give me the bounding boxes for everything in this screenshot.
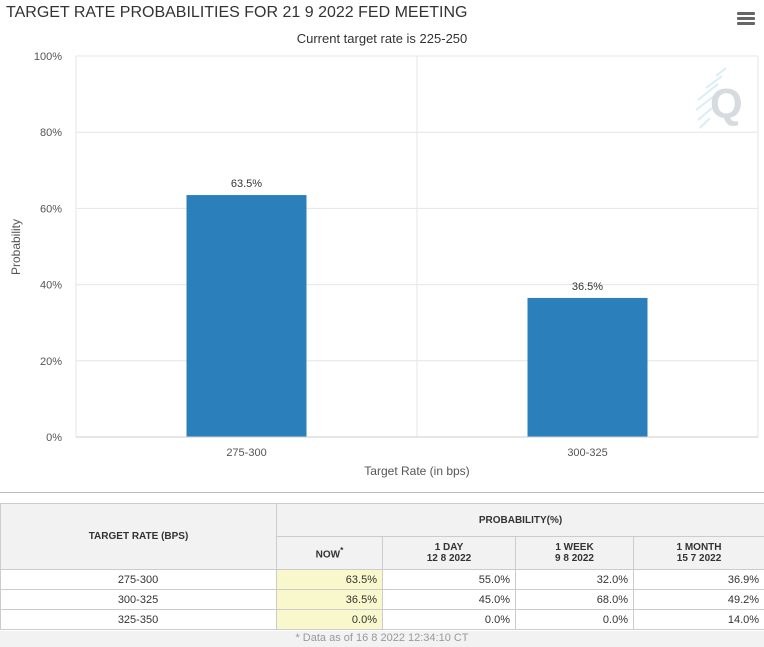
table-row: 300-325 36.5% 45.0% 68.0% 49.2% xyxy=(0,589,764,610)
day-cell: 0.0% xyxy=(382,609,516,630)
rate-cell: 300-325 xyxy=(0,589,277,610)
y-tick-label: 80% xyxy=(40,127,62,139)
week-cell: 32.0% xyxy=(515,569,634,590)
probability-table: TARGET RATE (BPS) PROBABILITY(%) NOW* 1 … xyxy=(0,503,764,630)
now-cell: 0.0% xyxy=(276,609,383,630)
col-1month-header: 1 MONTH 15 7 2022 xyxy=(632,536,764,570)
day-cell: 45.0% xyxy=(382,589,516,610)
col-1day-header: 1 DAY 12 8 2022 xyxy=(382,536,516,570)
target-rate-header: TARGET RATE (BPS) xyxy=(0,503,277,570)
data-timestamp-footnote: * Data as of 16 8 2022 12:34:10 CT xyxy=(0,631,764,647)
bar-data-label: 63.5% xyxy=(231,178,262,190)
now-cell: 63.5% xyxy=(276,569,383,590)
week-cell: 0.0% xyxy=(515,609,634,630)
divider xyxy=(0,492,764,493)
col-1week-header: 1 WEEK 9 8 2022 xyxy=(515,536,634,570)
now-cell: 36.5% xyxy=(276,589,383,610)
q-logo-icon: Q xyxy=(695,67,743,129)
rate-cell: 275-300 xyxy=(0,569,277,590)
y-axis-ticks: 0% 20% 40% 60% 80% 100% xyxy=(34,51,62,444)
y-tick-label: 60% xyxy=(40,203,62,215)
hamburger-menu-icon[interactable] xyxy=(737,12,755,26)
y-tick-label: 0% xyxy=(46,432,62,444)
x-axis-ticks: 275-300 300-325 xyxy=(226,447,607,459)
y-tick-label: 20% xyxy=(40,356,62,368)
bar-data-label: 36.5% xyxy=(572,281,603,293)
y-tick-label: 40% xyxy=(40,280,62,292)
table-row: 325-350 0.0% 0.0% 0.0% 14.0% xyxy=(0,609,764,630)
month-cell: 14.0% xyxy=(632,609,764,630)
grid-lines xyxy=(75,55,759,437)
bar[interactable] xyxy=(527,297,648,437)
col-now-header: NOW* xyxy=(276,536,383,570)
month-cell: 36.9% xyxy=(632,569,764,590)
probability-header: PROBABILITY(%) xyxy=(275,503,764,537)
week-cell: 68.0% xyxy=(515,589,634,610)
month-cell: 49.2% xyxy=(632,589,764,610)
day-cell: 55.0% xyxy=(382,569,516,590)
rate-cell: 325-350 xyxy=(0,609,277,630)
x-axis-title: Target Rate (in bps) xyxy=(364,464,469,478)
x-tick-label: 275-300 xyxy=(226,447,266,459)
bars: 63.5% 36.5% xyxy=(186,178,648,437)
bar[interactable] xyxy=(186,195,307,437)
svg-text:Q: Q xyxy=(710,80,743,127)
x-tick-label: 300-325 xyxy=(567,447,607,459)
now-marker: * xyxy=(340,545,344,556)
chart-title: TARGET RATE PROBABILITIES FOR 21 9 2022 … xyxy=(6,4,468,21)
y-tick-label: 100% xyxy=(34,51,62,63)
chart-subtitle: Current target rate is 225-250 xyxy=(296,31,468,46)
y-axis-title: Probability xyxy=(9,219,23,275)
bar-chart: 0% 20% 40% 60% 80% 100% 63.5% 36.5% 275-300 300… xyxy=(9,51,759,478)
table-row: 275-300 63.5% 55.0% 32.0% 36.9% xyxy=(0,569,764,590)
